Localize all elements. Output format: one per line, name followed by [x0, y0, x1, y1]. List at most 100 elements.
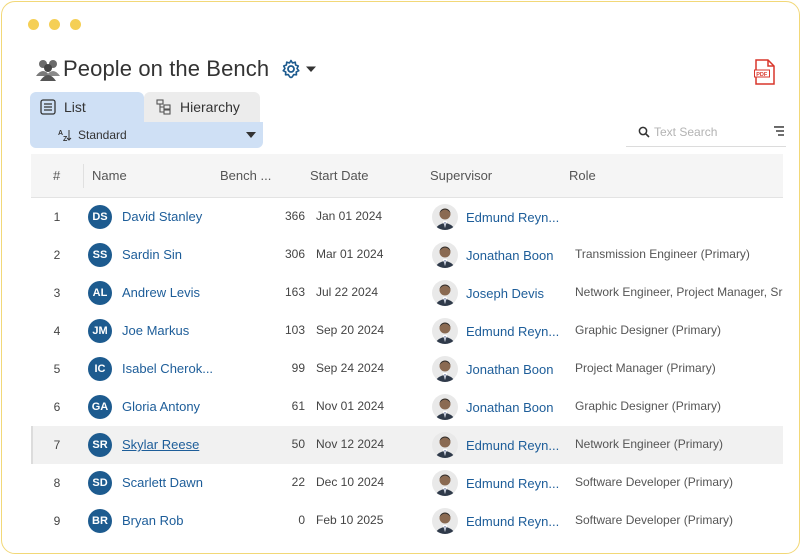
- column-header-role[interactable]: Role: [569, 168, 596, 183]
- supervisor-avatar[interactable]: [432, 318, 458, 344]
- supervisor-link[interactable]: Jonathan Boon: [466, 362, 554, 377]
- search-input[interactable]: [654, 123, 764, 141]
- avatar[interactable]: SR: [88, 433, 112, 457]
- column-header-start-date[interactable]: Start Date: [310, 168, 369, 183]
- supervisor-avatar[interactable]: [432, 394, 458, 420]
- chevron-down-icon[interactable]: [305, 63, 317, 75]
- supervisor-avatar[interactable]: [432, 242, 458, 268]
- chevron-down-icon: [246, 132, 256, 138]
- page-header: People on the Bench: [35, 54, 317, 84]
- pdf-export-icon[interactable]: PDF: [754, 59, 776, 85]
- supervisor-link[interactable]: Edmund Reyn...: [466, 438, 560, 453]
- window-dot[interactable]: [49, 19, 60, 30]
- row-number: 1: [53, 210, 61, 224]
- start-date: Dec 10 2024: [316, 475, 385, 489]
- person-name-link[interactable]: David Stanley: [122, 209, 203, 224]
- role-text: Graphic Designer (Primary): [575, 323, 722, 337]
- table-row[interactable]: 2 SS Sardin Sin 306 Mar 01 2024 Jonathan Boo…: [31, 236, 783, 274]
- supervisor-avatar[interactable]: [432, 470, 458, 496]
- bench-table: # Name Bench ... Start Date Supervisor R…: [31, 154, 783, 549]
- person-name-link[interactable]: Andrew Levis: [122, 285, 201, 300]
- bench-days: 0: [298, 513, 305, 527]
- column-header-supervisor[interactable]: Supervisor: [430, 168, 493, 183]
- supervisor-avatar[interactable]: [432, 204, 458, 230]
- person-name-link[interactable]: Gloria Antony: [122, 399, 201, 414]
- avatar[interactable]: SS: [88, 243, 112, 267]
- column-header-bench[interactable]: Bench ...: [220, 168, 272, 183]
- row-number: 2: [53, 248, 61, 262]
- supervisor-avatar[interactable]: [432, 280, 458, 306]
- start-date: Sep 20 2024: [316, 323, 385, 337]
- window-dot[interactable]: [70, 19, 81, 30]
- table-row[interactable]: 8 SD Scarlett Dawn 22 Dec 10 2024 Edmund Rey…: [31, 464, 783, 502]
- sort-az-icon: A Z: [58, 130, 72, 142]
- supervisor-avatar[interactable]: [432, 432, 458, 458]
- person-name-link[interactable]: Joe Markus: [122, 323, 190, 338]
- supervisor-avatar[interactable]: [432, 508, 458, 534]
- supervisor-link[interactable]: Edmund Reyn...: [466, 476, 560, 491]
- avatar[interactable]: IC: [88, 357, 112, 381]
- tab-list[interactable]: List: [30, 92, 144, 122]
- start-date: Feb 10 2025: [316, 513, 384, 527]
- avatar[interactable]: DS: [88, 205, 112, 229]
- role-text: Software Developer (Primary): [575, 513, 734, 527]
- start-date: Nov 01 2024: [316, 399, 385, 413]
- person-name-link[interactable]: Skylar Reese: [122, 437, 200, 452]
- table-row[interactable]: 7 SR Skylar Reese 50 Nov 12 2024 Edmund Reyn…: [31, 426, 783, 464]
- supervisor-link[interactable]: Edmund Reyn...: [466, 324, 560, 339]
- window-dot[interactable]: [28, 19, 39, 30]
- supervisor-link[interactable]: Jonathan Boon: [466, 400, 554, 415]
- table-row[interactable]: 3 AL Andrew Levis 163 Jul 22 2024 Joseph Dev…: [31, 274, 783, 312]
- row-number: 5: [53, 362, 61, 376]
- table-row[interactable]: 5 IC Isabel Cherok... 99 Sep 24 2024 Jonatha…: [31, 350, 783, 388]
- row-selected-marker: [31, 426, 33, 464]
- supervisor-link[interactable]: Edmund Reyn...: [466, 210, 560, 225]
- column-header-name[interactable]: Name: [92, 168, 127, 183]
- column-header-number[interactable]: #: [53, 168, 61, 183]
- row-number: 7: [53, 438, 61, 452]
- start-date: Mar 01 2024: [316, 247, 384, 261]
- role-text: Software Developer (Primary): [575, 475, 734, 489]
- column-divider: [83, 164, 84, 188]
- person-name-link[interactable]: Bryan Rob: [122, 513, 184, 528]
- bench-days: 99: [291, 361, 305, 375]
- bench-days: 61: [291, 399, 305, 413]
- tab-list-label: List: [64, 99, 86, 115]
- row-number: 9: [53, 514, 61, 528]
- supervisor-link[interactable]: Jonathan Boon: [466, 248, 554, 263]
- view-dropdown[interactable]: A Z Standard: [30, 122, 263, 148]
- start-date: Jan 01 2024: [316, 209, 383, 223]
- bench-days: 50: [291, 437, 305, 451]
- avatar[interactable]: BR: [88, 509, 112, 533]
- gear-icon[interactable]: [281, 59, 301, 79]
- person-name-link[interactable]: Sardin Sin: [122, 247, 182, 262]
- role-text: Network Engineer (Primary): [575, 437, 724, 451]
- avatar[interactable]: JM: [88, 319, 112, 343]
- avatar[interactable]: AL: [88, 281, 112, 305]
- bench-days: 306: [284, 247, 305, 261]
- view-dropdown-value: Standard: [78, 128, 127, 142]
- table-row[interactable]: 6 GA Gloria Antony 61 Nov 01 2024 Jonathan B…: [31, 388, 783, 426]
- supervisor-link[interactable]: Joseph Devis: [466, 286, 545, 301]
- table-row[interactable]: 9 BR Bryan Rob 0 Feb 10 2025 Edmund Reyn... S…: [31, 502, 783, 540]
- bench-days: 103: [284, 323, 305, 337]
- role-text: Graphic Designer (Primary): [575, 399, 722, 413]
- avatar[interactable]: SD: [88, 471, 112, 495]
- window-controls: [28, 19, 81, 30]
- svg-text:Z: Z: [63, 136, 68, 142]
- person-name-link[interactable]: Isabel Cherok...: [122, 361, 214, 376]
- search-icon: [638, 126, 650, 138]
- supervisor-avatar[interactable]: [432, 356, 458, 382]
- avatar[interactable]: GA: [88, 395, 112, 419]
- filter-icon[interactable]: [774, 125, 784, 137]
- person-name-link[interactable]: Scarlett Dawn: [122, 475, 203, 490]
- row-number: 6: [53, 400, 61, 414]
- tab-hierarchy[interactable]: Hierarchy: [144, 92, 260, 122]
- supervisor-link[interactable]: Edmund Reyn...: [466, 514, 560, 529]
- table-row[interactable]: 1 DS David Stanley 366 Jan 01 2024 Edmund Re…: [31, 198, 783, 236]
- role-text: Project Manager (Primary): [575, 361, 716, 375]
- table-row[interactable]: 4 JM Joe Markus 103 Sep 20 2024 Edmund Reyn.…: [31, 312, 783, 350]
- row-highlight: [219, 426, 783, 464]
- bench-days: 22: [291, 475, 305, 489]
